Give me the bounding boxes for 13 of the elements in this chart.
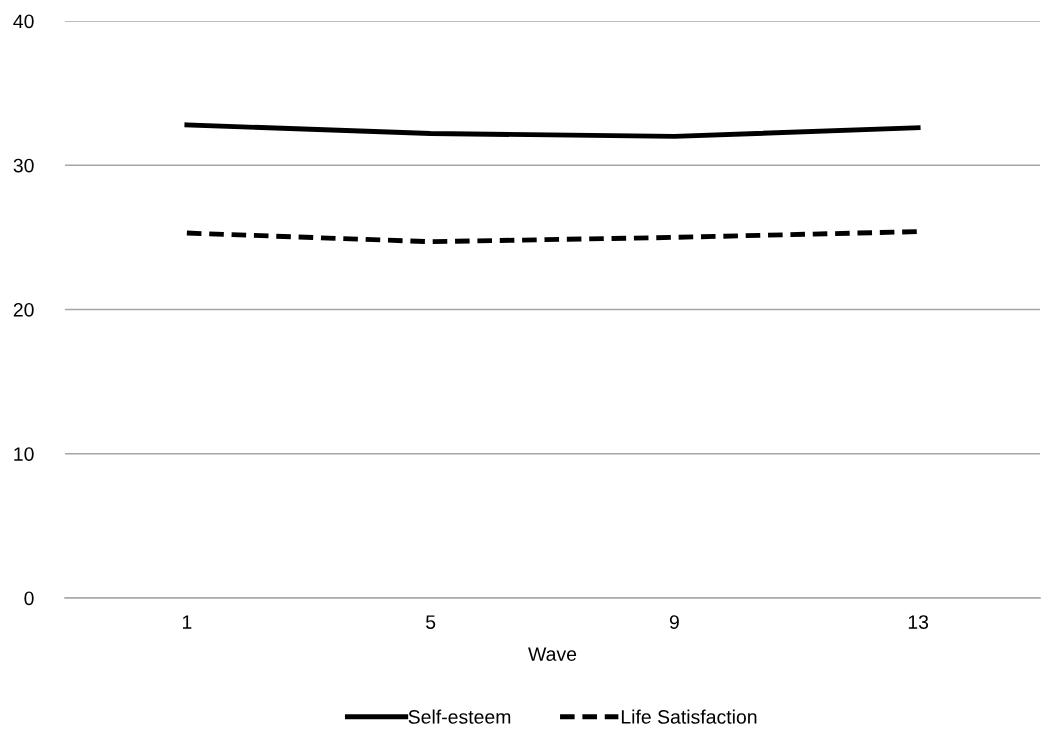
x-axis-title: Wave — [528, 647, 577, 661]
x-tick-label: 13 — [908, 615, 929, 629]
x-tick-label: 1 — [182, 615, 192, 629]
y-tick-label: 30 — [13, 158, 34, 173]
line-series — [184, 122, 921, 139]
y-tick-label: 40 — [13, 14, 34, 29]
legend-label: Life Satisfaction — [621, 709, 757, 724]
y-tick-label: 0 — [24, 591, 34, 606]
legend-label: Self-esteem — [408, 709, 511, 724]
x-tick-label: 5 — [426, 615, 436, 629]
x-tick-label: 9 — [669, 615, 679, 629]
y-tick-label: 10 — [14, 447, 34, 461]
y-tick-label: 20 — [13, 302, 34, 317]
